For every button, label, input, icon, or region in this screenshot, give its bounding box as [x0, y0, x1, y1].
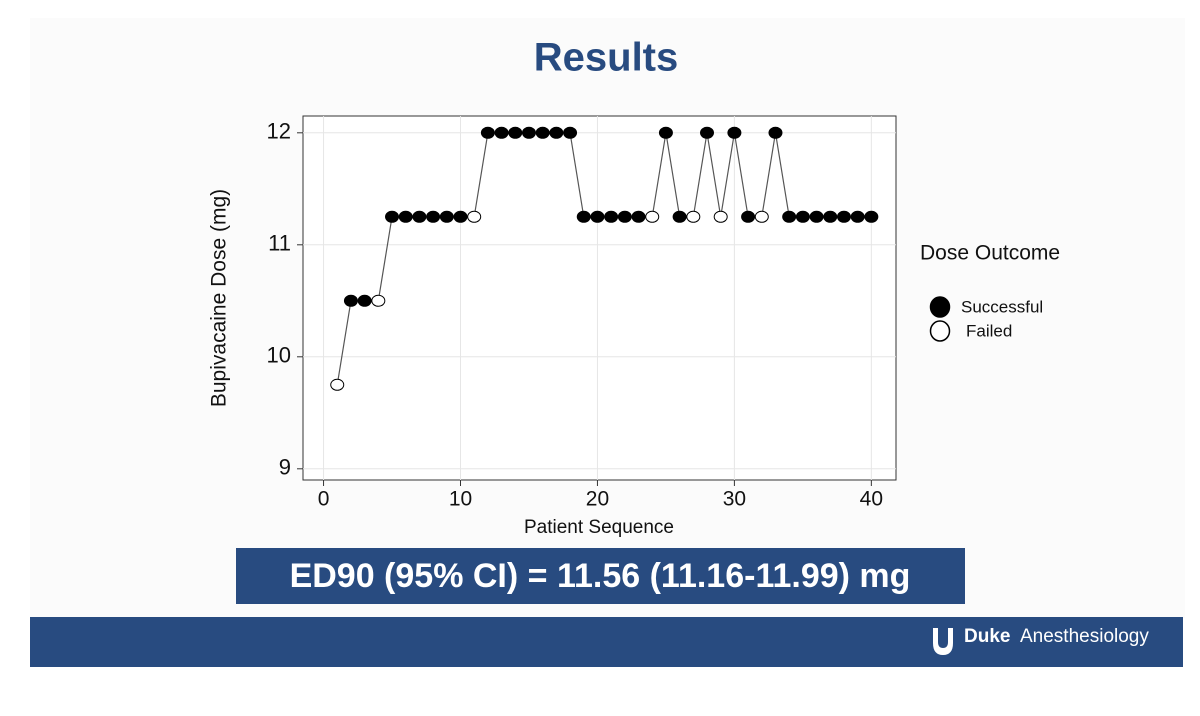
legend-marker: [929, 320, 951, 342]
slide-title: Results: [534, 36, 679, 80]
x-axis-label: Patient Sequence: [524, 517, 674, 538]
dose-point: [713, 210, 728, 223]
dose-point: [371, 294, 386, 307]
dose-point: [549, 126, 564, 139]
dose-point: [563, 126, 578, 139]
footer-logo-text: Anesthesiology: [1020, 626, 1149, 647]
dose-point: [439, 210, 454, 223]
dose-point: [604, 210, 619, 223]
y-tick-label: 12: [267, 119, 291, 144]
dose-point: [480, 126, 495, 139]
y-tick-label: 11: [268, 231, 291, 256]
footer-logo-bold: Duke: [964, 626, 1010, 647]
dose-point: [453, 210, 468, 223]
dose-point: [782, 210, 797, 223]
dose-point: [617, 210, 632, 223]
legend-title: Dose Outcome: [920, 242, 1060, 265]
y-tick-label: 10: [267, 343, 291, 368]
legend-label: Failed: [966, 321, 1012, 340]
dose-point: [467, 210, 482, 223]
dose-point: [864, 210, 879, 223]
dose-point: [836, 210, 851, 223]
x-tick-label: 30: [723, 488, 746, 511]
y-tick-label: 9: [279, 455, 291, 480]
x-tick-label: 10: [449, 488, 472, 511]
result-box: [236, 548, 965, 604]
dose-point: [357, 294, 372, 307]
dose-point: [645, 210, 660, 223]
result-text: ED90 (95% CI) = 11.56 (11.16-11.99) mg: [290, 557, 911, 595]
dose-point: [631, 210, 646, 223]
dose-point: [576, 210, 591, 223]
x-tick-label: 40: [860, 488, 883, 511]
plot-area: [302, 115, 897, 481]
dose-point: [850, 210, 865, 223]
dose-point: [535, 126, 550, 139]
legend-marker: [929, 296, 951, 318]
dose-point: [741, 210, 756, 223]
grid: 9 10 11 12 0 10 20 30 40: [267, 116, 896, 511]
dose-point: [385, 210, 400, 223]
dose-point: [508, 126, 523, 139]
x-tick-label: 0: [318, 488, 330, 511]
dose-point: [412, 210, 427, 223]
dose-point: [809, 210, 824, 223]
plot: [330, 126, 879, 391]
footer-bar: [30, 617, 1183, 667]
dose-point: [727, 126, 742, 139]
dose-point: [658, 126, 673, 139]
x-tick-label: 20: [586, 488, 609, 511]
dose-point: [823, 210, 838, 223]
duke-logo-icon: [933, 628, 953, 655]
legend-label: Successful: [961, 297, 1043, 316]
dose-point: [398, 210, 413, 223]
dose-point: [686, 210, 701, 223]
dose-point: [426, 210, 441, 223]
dose-point: [754, 210, 769, 223]
dose-point: [343, 294, 358, 307]
dose-point: [494, 126, 509, 139]
legend: Successful Failed: [929, 296, 1043, 342]
dose-point: [590, 210, 605, 223]
dose-point: [768, 126, 783, 139]
dose-point: [521, 126, 536, 139]
dose-point: [330, 378, 345, 391]
dose-point: [672, 210, 687, 223]
dose-point: [700, 126, 715, 139]
dose-point: [795, 210, 810, 223]
y-axis-label: Bupivacaine Dose (mg): [208, 189, 231, 407]
